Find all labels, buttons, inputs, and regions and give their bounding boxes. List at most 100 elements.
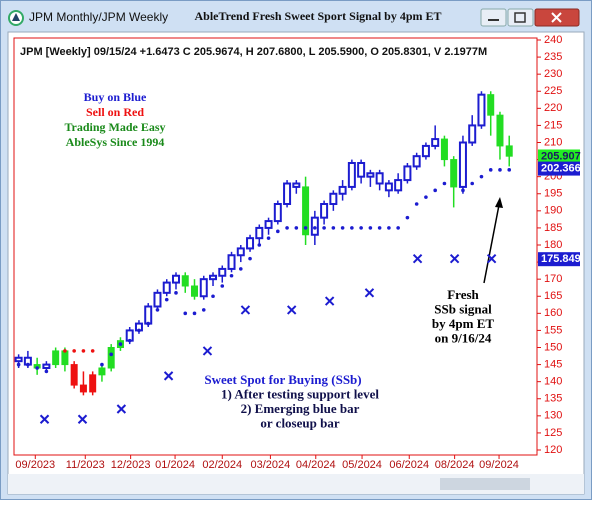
candle-body bbox=[255, 226, 264, 240]
y-tick-label: 210 bbox=[544, 136, 562, 148]
price-label-box bbox=[538, 252, 580, 267]
fresh-note: on 9/16/24 bbox=[435, 330, 492, 345]
ssb-note: Sweet Spot for Buying (SSb) bbox=[204, 372, 361, 387]
close-icon bbox=[551, 12, 562, 23]
candle-body bbox=[283, 182, 292, 205]
legend-note: Sell on Red bbox=[86, 105, 144, 119]
fresh-note: SSb signal bbox=[434, 301, 492, 316]
candle-body bbox=[421, 144, 430, 158]
candle-body bbox=[468, 124, 477, 144]
candle-body bbox=[440, 138, 448, 161]
price-label: 202.366 bbox=[541, 162, 581, 174]
candle-body bbox=[227, 254, 236, 270]
candle-body bbox=[292, 182, 301, 188]
scroll-thumb[interactable] bbox=[440, 478, 530, 490]
support-dot bbox=[100, 362, 104, 367]
arrow-head bbox=[495, 197, 503, 208]
price-label-box bbox=[538, 149, 580, 164]
candle-body bbox=[450, 159, 458, 188]
ssb-note: 1) After testing support level bbox=[221, 386, 379, 401]
window-title: JPM Monthly/JPM Weekly bbox=[29, 10, 168, 24]
x-marker bbox=[77, 414, 88, 424]
y-tick-label: 165 bbox=[544, 290, 562, 302]
x-tick-label: 09/2024 bbox=[479, 459, 519, 471]
x-marker bbox=[486, 253, 497, 264]
y-tick-label: 120 bbox=[544, 444, 562, 456]
candle-body bbox=[236, 247, 245, 257]
support-dot bbox=[377, 226, 382, 230]
support-dot bbox=[303, 226, 308, 230]
x-marker bbox=[39, 414, 50, 424]
candle-body bbox=[42, 363, 51, 370]
candle-body bbox=[61, 350, 69, 366]
support-dot bbox=[266, 236, 271, 240]
price-label-box bbox=[538, 161, 580, 176]
y-tick-label: 195 bbox=[544, 188, 562, 200]
candle-body bbox=[181, 275, 189, 287]
x-marker bbox=[412, 253, 423, 264]
y-tick-label: 240 bbox=[544, 34, 562, 46]
candle-body bbox=[162, 281, 171, 294]
support-dot bbox=[16, 362, 21, 367]
support-dot bbox=[90, 349, 95, 353]
candle-body bbox=[273, 203, 282, 223]
price-label: 205.907 bbox=[541, 150, 581, 162]
x-marker bbox=[116, 404, 127, 414]
candle-body bbox=[403, 165, 412, 182]
y-tick-label: 235 bbox=[544, 51, 562, 63]
support-dot bbox=[63, 349, 67, 353]
y-tick-label: 150 bbox=[544, 341, 562, 353]
support-dot bbox=[507, 168, 512, 172]
support-dot bbox=[414, 202, 419, 206]
support-dot bbox=[229, 273, 234, 278]
candle-body bbox=[218, 267, 227, 277]
restore-icon bbox=[514, 12, 526, 23]
y-tick-label: 215 bbox=[544, 119, 562, 131]
support-dot bbox=[313, 226, 317, 230]
candle-body bbox=[477, 93, 486, 127]
support-dot bbox=[146, 321, 151, 326]
support-dot bbox=[433, 188, 437, 193]
support-dot bbox=[488, 168, 493, 172]
support-dot bbox=[238, 267, 243, 271]
price-label: 175.849 bbox=[541, 253, 581, 265]
x-marker bbox=[240, 305, 251, 315]
y-tick-label: 170 bbox=[544, 273, 562, 285]
support-dot bbox=[248, 256, 252, 261]
support-dot bbox=[340, 226, 345, 230]
candle-body bbox=[89, 374, 97, 393]
candle-body bbox=[496, 114, 504, 147]
candle-body bbox=[52, 350, 60, 366]
y-tick-label: 125 bbox=[544, 427, 562, 439]
candle-body bbox=[375, 172, 384, 185]
support-dot bbox=[183, 311, 188, 316]
y-tick-label: 190 bbox=[544, 205, 562, 217]
support-dot bbox=[470, 181, 475, 186]
restore-button[interactable] bbox=[507, 8, 534, 27]
candle-body bbox=[412, 155, 421, 168]
support-dot bbox=[155, 308, 160, 312]
support-dot bbox=[192, 311, 197, 316]
quote-header: JPM [Weekly] 09/15/24 +1.6473 C 205.9674… bbox=[20, 46, 487, 58]
support-dot bbox=[350, 226, 354, 230]
plot-frame bbox=[13, 37, 538, 456]
candle-body bbox=[384, 182, 393, 192]
support-dot bbox=[109, 352, 113, 357]
chart-title: AbleTrend Fresh Sweet Sport Signal by 4p… bbox=[194, 9, 441, 23]
support-dot bbox=[211, 294, 215, 299]
app-icon-glyph bbox=[12, 13, 20, 21]
minimize-button[interactable] bbox=[480, 8, 507, 27]
candle-body bbox=[144, 305, 153, 325]
support-dot bbox=[137, 328, 141, 333]
x-marker bbox=[163, 371, 174, 381]
candle-body bbox=[153, 291, 162, 308]
support-dot bbox=[396, 226, 400, 230]
x-tick-label: 01/2024 bbox=[155, 459, 195, 471]
support-dot bbox=[174, 291, 178, 295]
candle-body bbox=[458, 141, 467, 188]
arrow-shaft bbox=[483, 204, 500, 284]
y-tick-label: 160 bbox=[544, 307, 562, 319]
x-marker bbox=[364, 288, 375, 298]
